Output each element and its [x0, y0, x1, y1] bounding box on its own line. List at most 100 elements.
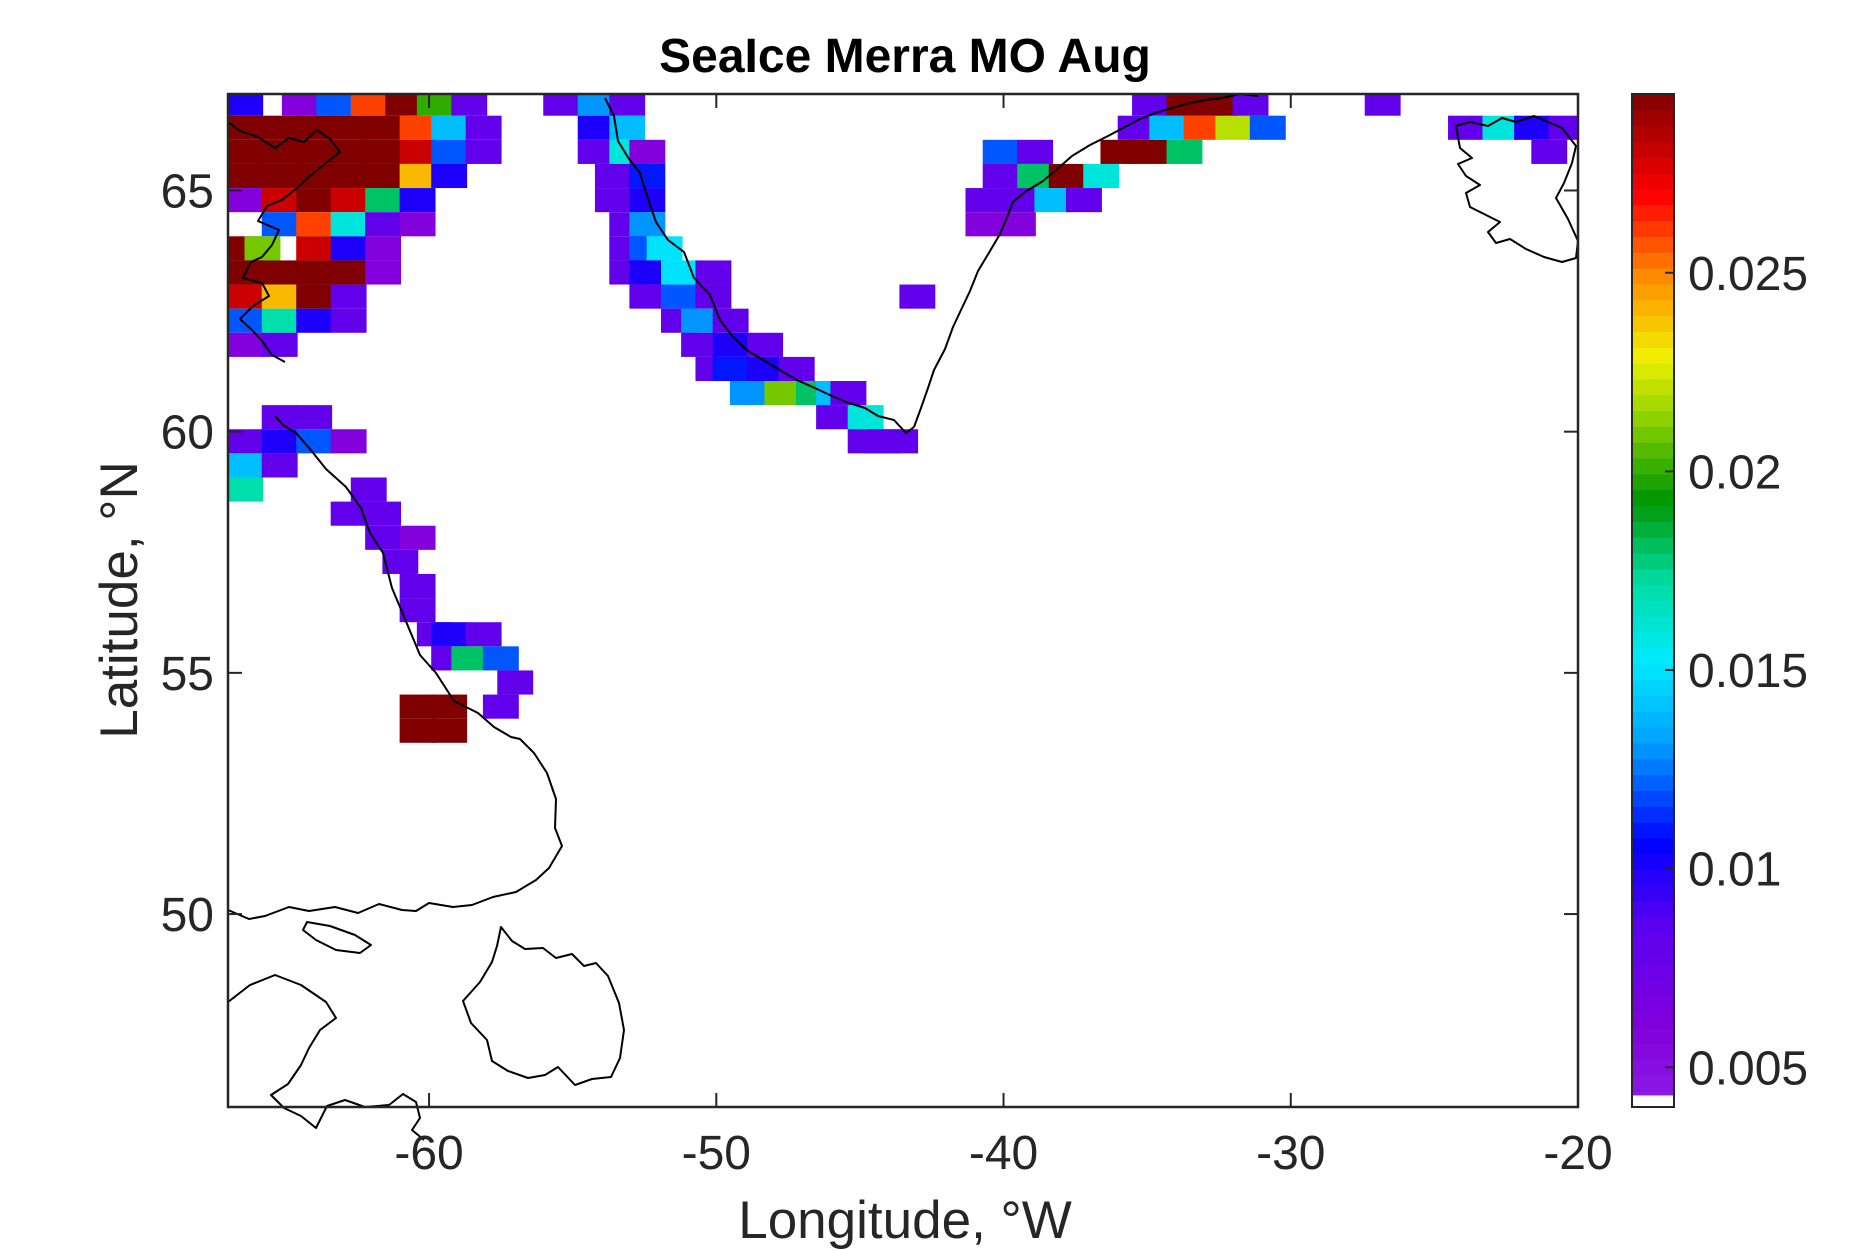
colorbar-segment — [1632, 94, 1674, 111]
heatmap-cell — [764, 381, 801, 406]
heatmap-cell — [1201, 94, 1237, 116]
colorbar-segment — [1632, 1043, 1674, 1061]
heatmap-cell — [609, 94, 646, 116]
colorbar-segment — [1632, 109, 1674, 127]
colorbar-segment — [1632, 647, 1674, 665]
heatmap-cell — [1017, 139, 1054, 164]
heatmap-cell — [296, 429, 333, 454]
heatmap-cell — [712, 308, 749, 333]
heatmap-cell — [365, 501, 402, 526]
heatmap-cell — [330, 236, 367, 261]
x-tick-label: -50 — [682, 1127, 751, 1180]
colorbar-tick-label: 0.02 — [1688, 446, 1781, 499]
heatmap-cell — [497, 670, 534, 695]
heatmap-cell — [330, 188, 367, 213]
heatmap-cell — [296, 188, 333, 213]
heatmap-cell — [629, 212, 666, 237]
heatmap-cell — [228, 188, 264, 213]
heatmap-cell — [296, 284, 333, 309]
colorbar-segment — [1632, 853, 1674, 871]
heatmap-cell — [228, 453, 264, 478]
colorbar-segment — [1632, 917, 1674, 934]
heatmap-cell — [431, 718, 468, 743]
heatmap-cell — [1132, 139, 1168, 164]
heatmap-cell — [350, 94, 387, 116]
heatmap-cell — [594, 163, 631, 189]
heatmap-cell — [729, 381, 766, 406]
heatmap-cell — [296, 236, 333, 261]
colorbar-segment — [1632, 157, 1674, 174]
heatmap-cell — [1448, 115, 1484, 140]
heatmap-cell — [399, 573, 436, 599]
heatmap-cell — [1066, 188, 1102, 213]
heatmap-cell — [365, 188, 402, 213]
heatmap-cell — [899, 284, 936, 309]
heatmap-cell — [399, 694, 436, 719]
x-tick-label: -30 — [1256, 1127, 1325, 1180]
colorbar-segment — [1632, 948, 1674, 966]
colorbar-segment — [1632, 837, 1674, 855]
heatmap-cell — [431, 115, 468, 140]
heatmap-cell — [281, 94, 318, 116]
heatmap-cell — [431, 139, 468, 164]
heatmap-cell — [1048, 163, 1085, 189]
colorbar-segment — [1632, 331, 1674, 348]
heatmap-cell — [1034, 188, 1071, 213]
heatmap-cell — [1083, 163, 1120, 189]
x-tick-label: -40 — [969, 1127, 1038, 1180]
heatmap-cell — [365, 525, 402, 550]
heatmap-cell — [1215, 115, 1252, 140]
heatmap-cell — [261, 260, 298, 285]
colorbar-segment — [1632, 885, 1674, 902]
heatmap-cell — [365, 212, 402, 237]
colorbar-tick-label: 0.025 — [1688, 248, 1808, 301]
heatmap-cell — [365, 163, 402, 189]
y-tick-label: 50 — [161, 889, 214, 942]
colorbar-segment — [1632, 932, 1674, 950]
heatmap-cell — [1017, 163, 1054, 189]
heatmap-cell — [577, 139, 614, 164]
heatmap-cell — [451, 94, 488, 116]
heatmap-cell — [330, 284, 367, 309]
colorbar-segment — [1632, 822, 1674, 839]
colorbar-segment — [1632, 426, 1674, 443]
heatmap-cell — [330, 429, 367, 454]
heatmap-cell — [316, 94, 353, 116]
heatmap-cell — [1548, 115, 1578, 140]
x-axis-label: Longitude, °W — [738, 1191, 1072, 1250]
heatmap-cell — [999, 212, 1036, 237]
heatmap-cell — [482, 694, 519, 719]
heatmap-cell — [965, 212, 1002, 237]
greenland-west-coastline — [604, 97, 915, 434]
colorbar-segment — [1632, 758, 1674, 776]
heatmap-cell — [1249, 115, 1286, 140]
y-tick-label: 65 — [161, 165, 214, 218]
heatmap-cell — [296, 405, 333, 430]
colorbar-ticks: 0.005 0.01 0.015 0.02 0.025 — [1665, 248, 1808, 1095]
colorbar-segment — [1632, 1075, 1674, 1092]
heatmap-cell — [1100, 139, 1137, 164]
heatmap-cell — [228, 284, 264, 309]
colorbar-segment — [1632, 394, 1674, 412]
heatmap-cell — [261, 308, 298, 333]
colorbar-segment — [1632, 537, 1674, 554]
colorbar-segment — [1632, 1091, 1674, 1096]
heatmap-cell — [830, 381, 867, 406]
heatmap-cell — [261, 163, 298, 189]
colorbar-segment — [1632, 568, 1674, 586]
heatmap-cell — [629, 139, 666, 164]
colorbar-segment — [1632, 299, 1674, 317]
colorbar-segment — [1632, 442, 1674, 459]
colorbar-tick-label: 0.005 — [1688, 1042, 1808, 1095]
gulf-coastline — [227, 974, 425, 1141]
heatmap-cell — [1166, 139, 1203, 164]
colorbar-segment — [1632, 790, 1674, 807]
heatmap-cell — [1132, 94, 1168, 116]
heatmap-cell — [982, 163, 1019, 189]
colorbar-tick-label: 0.01 — [1688, 844, 1781, 897]
colorbar-segment — [1632, 458, 1674, 475]
colorbar-segment — [1632, 252, 1674, 269]
heatmap-cell — [296, 260, 333, 285]
colorbar-segment — [1632, 204, 1674, 222]
